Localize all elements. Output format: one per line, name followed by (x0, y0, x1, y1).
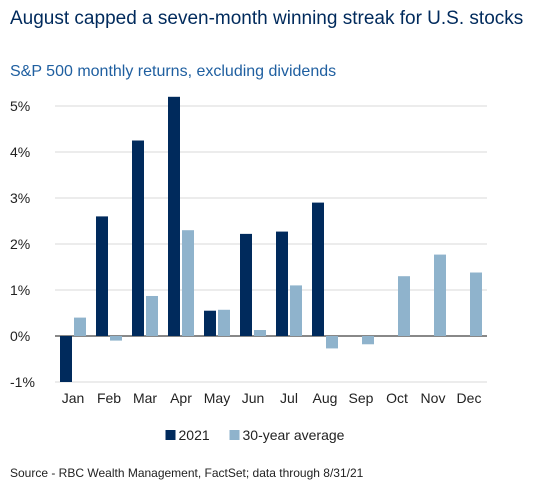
x-tick-label: Jul (280, 390, 298, 406)
bar-30yr-average (290, 285, 302, 336)
legend-swatch (165, 430, 176, 440)
bar-30yr-average (362, 336, 374, 345)
x-tick-label: Jan (62, 390, 85, 406)
chart-area: -1% 0% 1% 2% 3% 4% 5% Jan Feb Mar Apr May Jun Jul Aug S… (0, 90, 533, 460)
bar-30yr-average (146, 295, 158, 336)
y-tick-label: 5% (10, 98, 30, 114)
chart-title: August capped a seven-month winning stre… (10, 8, 524, 29)
bar-30yr-average (254, 330, 266, 336)
bar-2021 (132, 140, 144, 336)
bar-30yr-average (182, 230, 194, 336)
legend-swatch (229, 430, 240, 440)
bar-30yr-average (434, 254, 446, 336)
bar-2021 (168, 96, 180, 336)
x-tick-label: Nov (421, 390, 446, 406)
bar-30yr-average (326, 336, 338, 349)
y-tick-label: 2% (10, 236, 30, 252)
chart-subtitle: S&P 500 monthly returns, excluding divid… (10, 63, 337, 80)
y-tick-label: 3% (10, 190, 30, 206)
bar-30yr-average (398, 276, 410, 336)
legend-label: 30-year average (243, 427, 345, 443)
y-tick-label: -1% (10, 374, 35, 390)
x-tick-label: Sep (349, 390, 374, 406)
bar-30yr-average (110, 336, 122, 341)
bar-2021 (240, 233, 252, 336)
bar-2021 (276, 231, 288, 336)
x-tick-label: Oct (386, 390, 408, 406)
bar-30yr-average (74, 317, 86, 336)
bar-2021 (204, 310, 216, 336)
x-tick-label: May (204, 390, 230, 406)
y-tick-label: 0% (10, 328, 30, 344)
bar-2021 (312, 202, 324, 336)
x-tick-label: Apr (170, 390, 192, 406)
source-note: Source - RBC Wealth Management, FactSet;… (10, 466, 364, 480)
legend-label: 2021 (179, 427, 210, 443)
bar-30yr-average (470, 272, 482, 336)
x-tick-label: Dec (457, 390, 482, 406)
bar-30yr-average (218, 309, 230, 336)
bar-chart: -1% 0% 1% 2% 3% 4% 5% Jan Feb Mar Apr May Jun Jul Aug S… (10, 96, 487, 443)
bar-2021 (60, 336, 72, 382)
x-tick-label: Mar (133, 390, 157, 406)
x-tick-label: Aug (313, 390, 338, 406)
x-tick-label: Feb (97, 390, 121, 406)
bar-2021 (96, 216, 108, 336)
y-tick-label: 1% (10, 282, 30, 298)
x-tick-label: Jun (242, 390, 265, 406)
y-tick-label: 4% (10, 144, 30, 160)
